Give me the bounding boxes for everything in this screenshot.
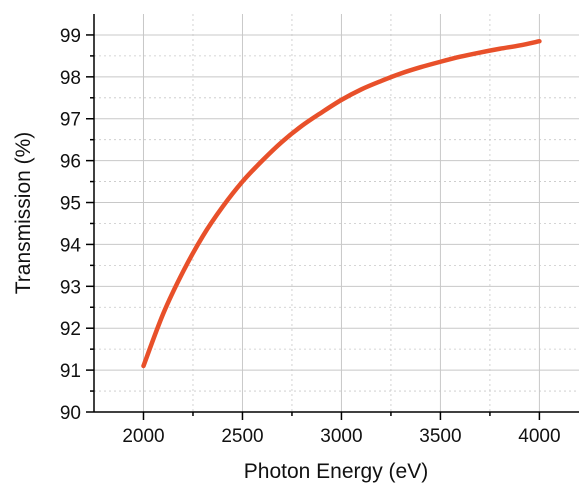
- y-tick-label: 92: [60, 319, 81, 340]
- y-tick-label: 94: [60, 235, 82, 256]
- y-tick-label: 98: [60, 68, 81, 89]
- x-tick-label: 2500: [221, 426, 263, 447]
- y-tick-label: 90: [60, 403, 81, 424]
- y-tick-label: 95: [60, 194, 81, 215]
- y-tick-label: 99: [60, 26, 81, 47]
- axes: [93, 14, 579, 413]
- series-group: [141, 38, 542, 369]
- y-tick-label: 96: [60, 152, 81, 173]
- y-tick-label: 93: [60, 277, 81, 298]
- x-tick-label: 3000: [320, 426, 362, 447]
- y-axis-label: Transmission (%): [12, 132, 35, 295]
- x-tick-label: 2000: [122, 426, 164, 447]
- y-tick-label: 97: [60, 110, 81, 131]
- x-axis-label: Photon Energy (eV): [244, 460, 428, 483]
- y-tick-labels: 90 91 92 93 94 95 96 97 98 99: [60, 26, 82, 424]
- y-tick-label: 91: [60, 361, 81, 382]
- series-line: [141, 38, 542, 369]
- x-tick-label: 4000: [518, 426, 560, 447]
- grid: [94, 14, 579, 412]
- x-tick-labels: 2000 2500 3000 3500 4000: [122, 426, 560, 447]
- ticks: [86, 34, 541, 420]
- x-tick-label: 3500: [419, 426, 461, 447]
